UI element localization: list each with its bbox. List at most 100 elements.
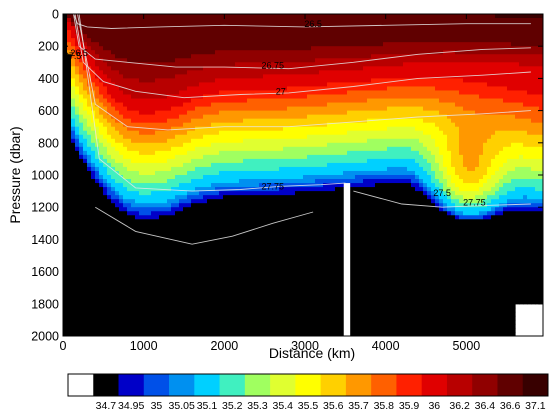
field-cell <box>135 295 140 301</box>
field-cell <box>283 307 288 313</box>
field-cell <box>239 22 244 27</box>
field-cell <box>243 62 248 67</box>
field-cell <box>291 319 296 325</box>
field-cell <box>263 219 268 224</box>
field-cell <box>175 134 180 140</box>
field-cell <box>275 50 280 55</box>
field-cell <box>83 259 88 265</box>
field-cell <box>179 18 184 23</box>
field-cell <box>267 187 272 192</box>
field-cell <box>275 146 280 152</box>
field-cell <box>71 267 76 273</box>
field-cell <box>163 18 168 23</box>
field-cell <box>131 311 136 317</box>
field-cell <box>215 130 220 136</box>
field-cell <box>243 327 248 333</box>
field-cell <box>215 191 220 196</box>
field-cell <box>63 34 68 39</box>
field-cell <box>131 219 136 224</box>
field-cell <box>263 70 268 75</box>
field-cell <box>227 271 232 277</box>
field-cell <box>227 295 232 301</box>
field-cell <box>271 54 276 59</box>
field-cell <box>227 22 232 27</box>
field-cell <box>259 235 264 240</box>
field-cell <box>71 74 76 80</box>
field-cell <box>247 247 252 253</box>
field-cell <box>183 291 188 297</box>
field-cell <box>87 118 92 124</box>
field-cell <box>151 82 156 88</box>
field-cell <box>135 187 140 192</box>
field-cell <box>71 235 76 240</box>
field-cell <box>207 175 212 180</box>
field-cell <box>131 327 136 333</box>
field-cell <box>95 247 100 253</box>
field-cell <box>175 38 180 43</box>
field-cell <box>307 62 312 67</box>
field-cell <box>303 30 308 35</box>
field-cell <box>163 58 168 63</box>
field-cell <box>263 138 268 144</box>
field-cell <box>155 114 160 120</box>
field-cell <box>123 175 128 180</box>
field-cell <box>67 82 72 88</box>
field-cell <box>203 150 208 156</box>
field-cell <box>155 34 160 39</box>
field-cell <box>123 134 128 140</box>
field-cell <box>127 106 132 112</box>
field-cell <box>115 138 120 144</box>
field-cell <box>71 86 76 92</box>
field-cell <box>295 291 300 297</box>
field-cell <box>151 243 156 249</box>
field-cell <box>139 50 144 55</box>
field-cell <box>131 142 136 148</box>
field-cell <box>263 207 268 212</box>
field-cell <box>167 183 172 188</box>
field-cell <box>247 267 252 273</box>
field-cell <box>199 58 204 63</box>
field-cell <box>187 142 192 148</box>
field-cell <box>259 231 264 236</box>
field-cell <box>63 86 68 92</box>
field-cell <box>119 219 124 224</box>
field-cell <box>75 195 80 200</box>
field-cell <box>67 158 72 164</box>
field-cell <box>199 327 204 333</box>
field-cell <box>87 267 92 273</box>
field-cell <box>275 138 280 144</box>
field-cell <box>107 183 112 188</box>
field-cell <box>75 82 80 88</box>
field-cell <box>67 46 72 51</box>
field-cell <box>287 215 292 220</box>
field-cell <box>175 319 180 325</box>
field-cell <box>215 138 220 144</box>
field-cell <box>103 30 108 35</box>
field-cell <box>239 74 244 80</box>
field-cell <box>67 299 72 305</box>
field-cell <box>287 166 292 172</box>
field-cell <box>247 287 252 293</box>
field-cell <box>155 311 160 317</box>
field-cell <box>151 162 156 168</box>
field-cell <box>115 303 120 309</box>
field-cell <box>199 26 204 31</box>
field-cell <box>183 283 188 289</box>
field-cell <box>171 94 176 100</box>
field-cell <box>231 170 236 176</box>
field-cell <box>251 166 256 172</box>
field-cell <box>191 34 196 39</box>
field-cell <box>115 287 120 293</box>
field-cell <box>87 106 92 112</box>
field-cell <box>263 251 268 257</box>
field-cell <box>99 94 104 100</box>
field-cell <box>147 303 152 309</box>
field-cell <box>99 239 104 245</box>
field-cell <box>159 138 164 144</box>
field-cell <box>179 146 184 152</box>
field-cell <box>287 203 292 208</box>
field-cell <box>143 162 148 168</box>
field-cell <box>111 235 116 240</box>
field-cell <box>79 118 84 124</box>
field-cell <box>295 275 300 281</box>
